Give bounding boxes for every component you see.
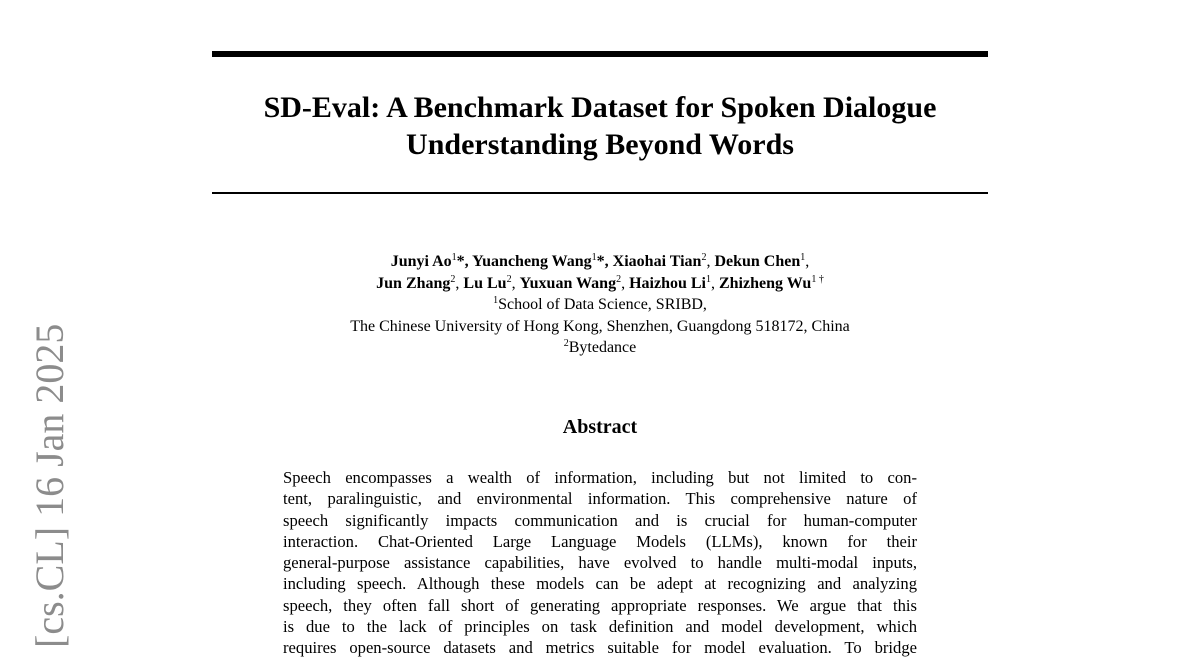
title-bottom-rule bbox=[212, 192, 988, 194]
author-separator: , bbox=[455, 274, 464, 292]
abstract-line: requires open-source datasets and metric… bbox=[283, 638, 917, 658]
arxiv-stamp: [cs.CL] 16 Jan 2025 bbox=[27, 323, 72, 648]
author-name: Haizhou Li bbox=[629, 274, 706, 292]
abstract-line: Speech encompasses a wealth of informati… bbox=[283, 468, 917, 487]
author-separator: *, bbox=[456, 253, 473, 270]
abstract-line: tent, paralinguistic, and environmental … bbox=[283, 489, 917, 509]
title-line: Understanding Beyond Words bbox=[406, 128, 794, 161]
author-separator: , bbox=[511, 274, 520, 292]
title-line: SD-Eval: A Benchmark Dataset for Spoken … bbox=[263, 91, 937, 124]
author-name: Lu Lu bbox=[463, 274, 507, 292]
author-separator: , bbox=[710, 274, 719, 292]
affiliation-sup: 2 bbox=[563, 338, 569, 349]
author-affiliation-sup: 1 bbox=[591, 252, 597, 263]
author-affiliation-sup: 1 bbox=[451, 252, 457, 263]
affiliation-1: 1School of Data Science, SRIBD, bbox=[212, 294, 988, 316]
author-affiliation-sup: 2 bbox=[701, 252, 707, 263]
affiliation-text: School of Data Science, SRIBD, bbox=[498, 296, 707, 313]
affiliation-text: Bytedance bbox=[568, 339, 637, 356]
author-affiliation-sup: 1 bbox=[800, 252, 806, 263]
author-line-1: Junyi Ao1*, Yuancheng Wang1*, Xiaohai Ti… bbox=[212, 251, 988, 273]
author-separator: , bbox=[621, 274, 630, 292]
top-rule bbox=[212, 51, 988, 57]
author-affiliation-sup: 2 bbox=[450, 273, 456, 285]
abstract-line: including speech. Although these models … bbox=[283, 574, 917, 594]
abstract-line: is due to the lack of principles on task… bbox=[283, 617, 917, 637]
author-separator: , bbox=[805, 253, 810, 270]
affiliation-sup: 1 bbox=[493, 295, 499, 306]
abstract-line: general-purpose assistance capabilities,… bbox=[283, 553, 917, 573]
author-name: Junyi Ao bbox=[390, 253, 452, 270]
author-name: Zhizheng Wu bbox=[718, 274, 812, 292]
author-affiliation-sup: 1 † bbox=[811, 273, 824, 285]
abstract-line: speech, they often fall short of generat… bbox=[283, 595, 917, 615]
author-line-2: Jun Zhang2, Lu Lu2, Yuxuan Wang2, Haizho… bbox=[212, 273, 988, 295]
affiliation-2: 2Bytedance bbox=[212, 337, 988, 359]
author-affiliation-sup: 2 bbox=[506, 273, 512, 285]
author-separator: , bbox=[706, 253, 715, 270]
author-name: Xiaohai Tian bbox=[612, 253, 702, 270]
author-name: Dekun Chen bbox=[714, 253, 801, 270]
abstract-body: Speech encompasses a wealth of informati… bbox=[283, 467, 917, 659]
author-name: Yuancheng Wang bbox=[472, 253, 592, 270]
author-affiliation-sup: 1 bbox=[705, 273, 711, 285]
abstract-line: speech significantly impacts communicati… bbox=[283, 510, 917, 530]
author-name: Yuxuan Wang bbox=[519, 274, 617, 292]
affiliation-1-line-2: The Chinese University of Hong Kong, She… bbox=[350, 317, 850, 335]
paper-title: SD-Eval: A Benchmark Dataset for Spoken … bbox=[212, 89, 988, 163]
abstract-line: interaction. Chat-Oriented Large Languag… bbox=[283, 531, 917, 551]
author-separator: *, bbox=[596, 253, 613, 270]
author-name: Jun Zhang bbox=[376, 274, 451, 292]
author-block: Junyi Ao1*, Yuancheng Wang1*, Xiaohai Ti… bbox=[212, 251, 988, 359]
author-affiliation-sup: 2 bbox=[616, 273, 622, 285]
abstract-heading: Abstract bbox=[562, 416, 638, 438]
